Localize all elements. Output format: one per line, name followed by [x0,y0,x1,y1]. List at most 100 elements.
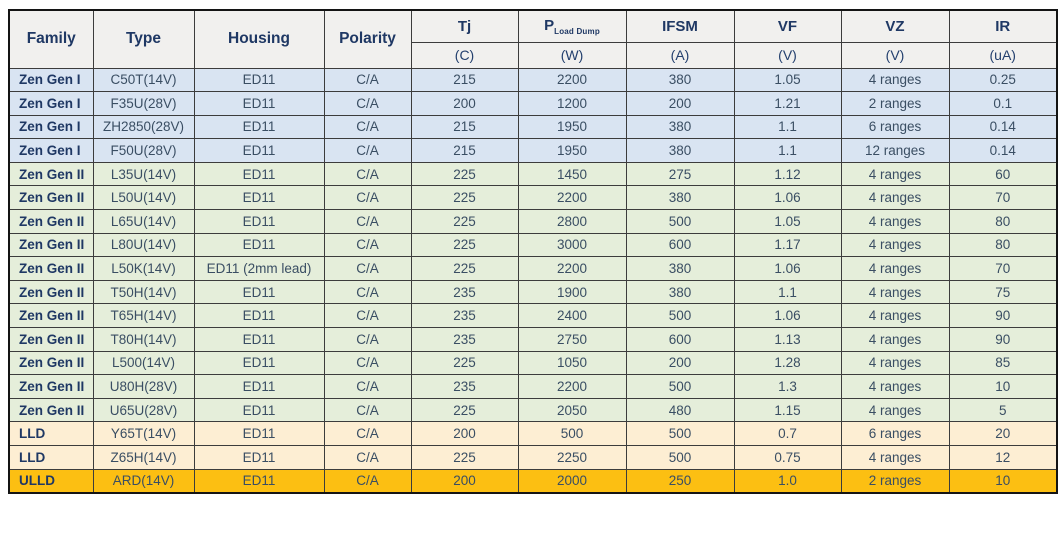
cell-type: C50T(14V) [92,67,195,93]
cell-p: 2750 [517,327,627,352]
cell-vz: 2 ranges [840,468,950,494]
cell-type: ARD(14V) [92,468,195,494]
cell-ifsm: 275 [625,161,735,187]
cell-housing: ED11 [193,350,325,376]
cell-ifsm: 380 [625,114,735,140]
cell-p: 2050 [517,397,627,423]
cell-polarity: C/A [323,374,412,399]
table-row: Zen Gen II L35U(14V) ED11 C/A 225 1450 275 1.12… [8,161,1058,187]
column-label-subscript: Load Dump [554,26,600,36]
cell-family: Zen Gen I [8,114,94,140]
cell-family: Zen Gen II [8,303,94,329]
cell-p: 1950 [517,114,627,140]
cell-ifsm: 200 [625,350,735,376]
header-row-labels: Family Type Housing Polarity Tj PLoad Dump IFS… [8,9,1058,69]
table-row: Zen Gen I C50T(14V) ED11 C/A 215 2200 380 1.05 4… [8,67,1058,93]
cell-polarity: C/A [323,161,412,187]
cell-vf: 1.13 [733,327,842,352]
cell-ir: 70 [948,185,1058,211]
cell-ir: 20 [948,421,1058,446]
cell-vf: 1.05 [733,67,842,93]
cell-polarity: C/A [323,279,412,305]
column-label: Housing [228,30,290,48]
cell-tj: 225 [410,445,519,470]
cell-housing: ED11 [193,397,325,423]
cell-ir: 70 [948,256,1058,281]
table-row: LLD Z65H(14V) ED11 C/A 225 2250 500 0.75 4 range… [8,445,1058,470]
cell-vf: 1.3 [733,374,842,399]
cell-ifsm: 380 [625,138,735,163]
cell-vf: 1.1 [733,138,842,163]
column-header-housing: Housing [193,9,325,69]
cell-polarity: C/A [323,67,412,93]
column-label: VZ [885,17,905,35]
cell-housing: ED11 [193,138,325,163]
cell-housing: ED11 [193,161,325,187]
cell-p: 2250 [517,445,627,470]
cell-housing: ED11 [193,67,325,93]
cell-polarity: C/A [323,350,412,376]
column-unit-tj: (C) [410,41,519,69]
cell-vf: 1.21 [733,91,842,116]
cell-family: Zen Gen II [8,374,94,399]
cell-ir: 0.1 [948,91,1058,116]
table-row: Zen Gen II L50K(14V) ED11 (2mm lead) C/A 225… [8,256,1058,281]
column-label: IR [995,17,1011,35]
column-header-vf: VF [733,9,842,43]
cell-family: LLD [8,421,94,446]
column-unit-vz: (V) [840,41,950,69]
table-row: Zen Gen II L50U(14V) ED11 C/A 225 2200 380 1.06… [8,185,1058,211]
cell-vf: 1.1 [733,279,842,305]
cell-vf: 1.06 [733,303,842,329]
table-row: Zen Gen I F35U(28V) ED11 C/A 200 1200 200 1.21 2… [8,91,1058,116]
cell-ifsm: 480 [625,397,735,423]
cell-family: Zen Gen II [8,327,94,352]
cell-ir: 5 [948,397,1058,423]
cell-housing: ED11 [193,468,325,494]
column-header-family: Family [8,9,94,69]
cell-family: LLD [8,445,94,470]
column-header-ir: IR [948,9,1058,43]
cell-p: 2200 [517,256,627,281]
cell-vz: 4 ranges [840,350,950,376]
cell-ir: 90 [948,303,1058,329]
cell-ifsm: 380 [625,256,735,281]
cell-polarity: C/A [323,397,412,423]
cell-ifsm: 380 [625,67,735,93]
cell-type: L50K(14V) [92,256,195,281]
cell-polarity: C/A [323,468,412,494]
cell-ir: 0.25 [948,67,1058,93]
cell-housing: ED11 [193,445,325,470]
cell-vz: 4 ranges [840,303,950,329]
column-label: Family [26,30,76,48]
cell-ifsm: 500 [625,303,735,329]
cell-housing: ED11 (2mm lead) [193,256,325,281]
cell-housing: ED11 [193,303,325,329]
cell-tj: 225 [410,256,519,281]
cell-vf: 1.1 [733,114,842,140]
table-row: LLD Y65T(14V) ED11 C/A 200 500 500 0.7 6 ranges 2… [8,421,1058,446]
cell-vz: 4 ranges [840,185,950,211]
cell-type: L500(14V) [92,350,195,376]
table-row: Zen Gen II T80H(14V) ED11 C/A 235 2750 600 1.13… [8,327,1058,352]
cell-polarity: C/A [323,232,412,258]
cell-family: Zen Gen II [8,185,94,211]
table-row: Zen Gen II T65H(14V) ED11 C/A 235 2400 500 1.06… [8,303,1058,329]
cell-p: 1200 [517,91,627,116]
cell-polarity: C/A [323,114,412,140]
cell-polarity: C/A [323,445,412,470]
cell-vf: 1.06 [733,185,842,211]
cell-p: 2800 [517,209,627,234]
cell-ir: 80 [948,232,1058,258]
cell-tj: 215 [410,138,519,163]
cell-vz: 6 ranges [840,114,950,140]
cell-housing: ED11 [193,209,325,234]
cell-ifsm: 250 [625,468,735,494]
cell-tj: 225 [410,350,519,376]
cell-family: Zen Gen II [8,161,94,187]
cell-tj: 225 [410,397,519,423]
cell-type: ZH2850(28V) [92,114,195,140]
cell-p: 1450 [517,161,627,187]
cell-housing: ED11 [193,114,325,140]
cell-polarity: C/A [323,91,412,116]
